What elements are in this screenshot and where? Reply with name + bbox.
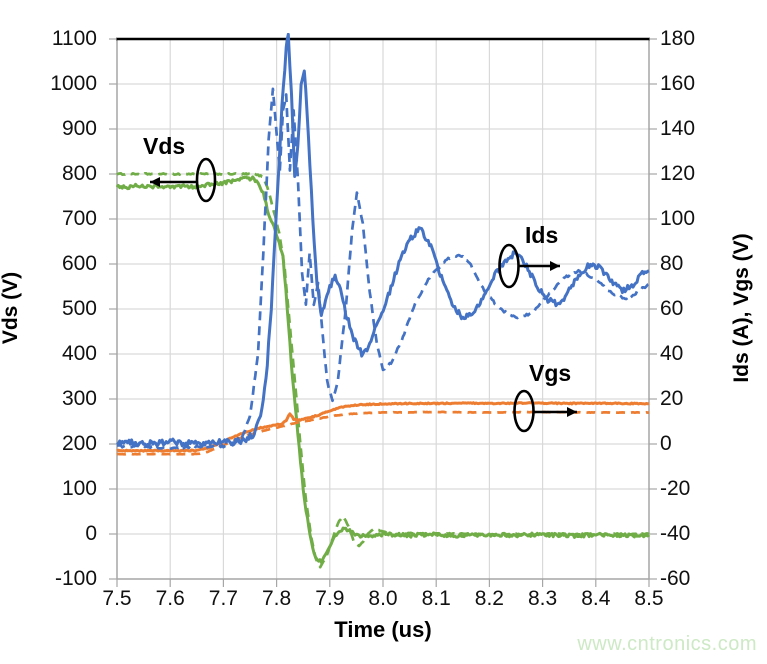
right-tick-label: 80 [660,252,684,275]
right-axis-title: Ids (A), Vgs (V) [730,233,753,383]
right-tick-label: 160 [660,72,696,95]
ids-annotation-label: Ids [525,222,559,248]
vds-annotation-arrowhead [150,177,160,187]
right-tick-label: 20 [660,387,684,410]
left-tick-label: 600 [61,252,97,275]
right-tick-label: 100 [660,207,696,230]
x-tick-label: 8.1 [421,587,451,610]
vds-annotation-ellipse [195,157,217,203]
vds-solid-curve [116,175,650,564]
x-tick-label: 8.3 [527,587,558,610]
vgs-annotation-label: Vgs [529,360,572,386]
x-tick-label: 8.2 [474,587,504,610]
right-tick-label: 180 [660,27,696,50]
x-tick-label: 7.9 [315,587,345,610]
left-tick-label: 0 [85,522,97,545]
right-tick-label: 60 [660,297,684,320]
left-tick-label: 900 [61,117,97,140]
x-tick-label: 7.5 [102,587,132,610]
x-axis-title: Time (us) [334,617,432,642]
x-tick-label: 7.7 [208,587,238,610]
right-tick-label: 40 [660,342,684,365]
left-tick-label: 200 [61,432,97,455]
right-tick-label: -60 [660,567,691,590]
x-tick-label: 8.0 [368,587,398,610]
x-tick-label: 8.4 [581,587,611,610]
right-tick-label: -40 [660,522,691,545]
vgs-annotation-arrowhead [567,407,577,417]
left-tick-label: 100 [61,477,97,500]
x-tick-label: 8.5 [634,587,664,610]
ids-solid-curve [116,33,650,448]
x-tick-label: 7.6 [155,587,185,610]
watermark-text: www.cntronics.com [577,633,757,655]
right-tick-label: 120 [660,162,696,185]
right-tick-label: -20 [660,477,691,500]
left-tick-label: -100 [54,567,97,590]
left-tick-label: 400 [61,342,97,365]
vds-annotation-label: Vds [143,133,186,159]
left-tick-label: 1000 [50,72,97,95]
right-tick-label: 140 [660,117,696,140]
vgs-solid-curve [116,401,650,453]
left-tick-label: 700 [61,207,97,230]
left-tick-label: 300 [61,387,97,410]
x-tick-label: 7.8 [261,587,292,610]
left-tick-label: 800 [61,162,97,185]
left-tick-label: 500 [61,297,97,320]
ids-annotation-arrowhead [550,261,560,271]
left-tick-label: 1100 [51,27,97,50]
right-tick-label: 0 [660,432,672,455]
ids-dashed-curve [116,87,650,451]
